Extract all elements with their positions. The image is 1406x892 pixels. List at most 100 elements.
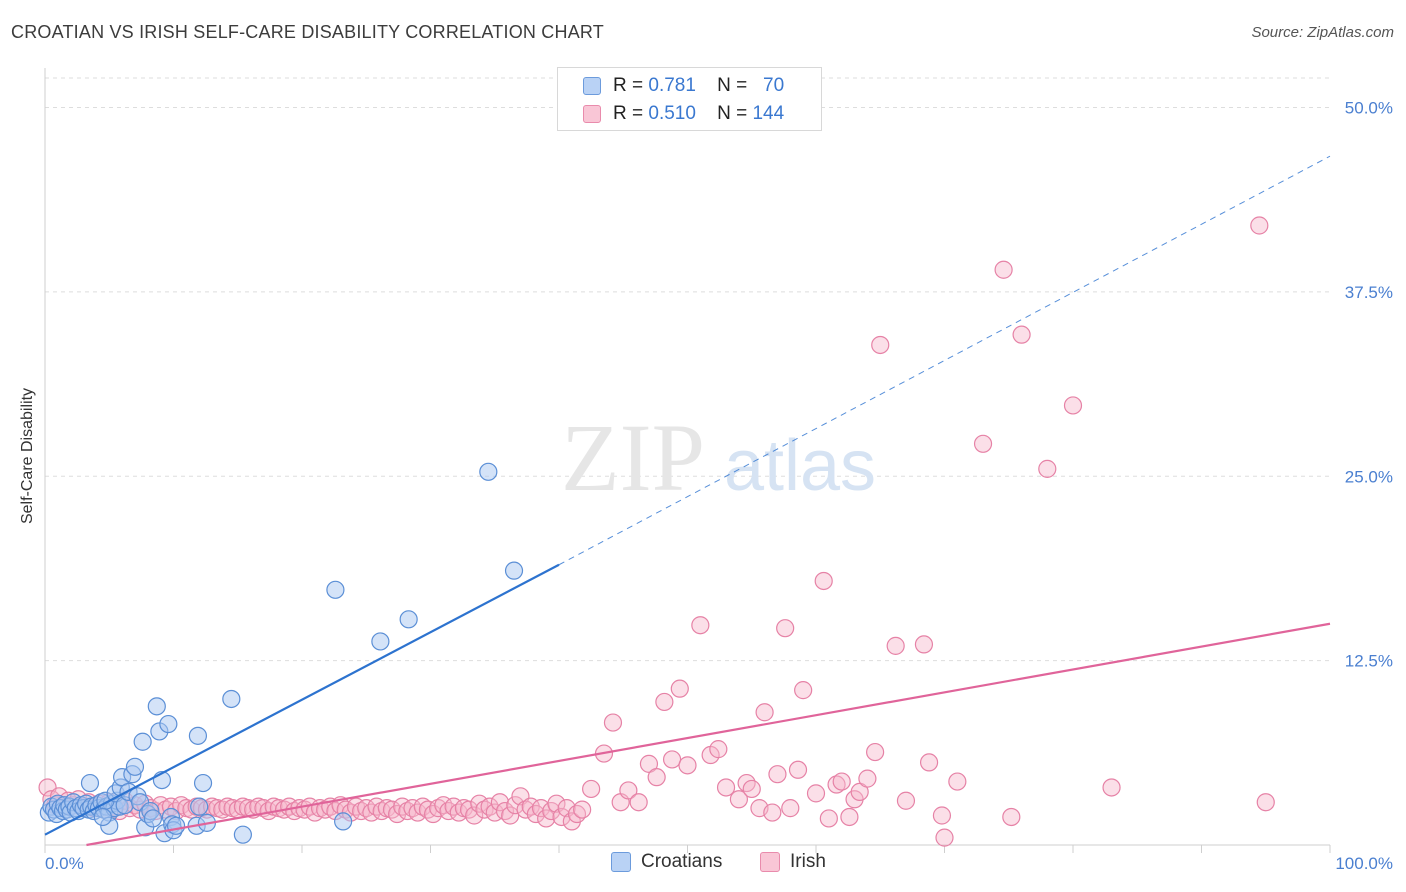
croatians-point bbox=[222, 689, 241, 709]
croatians-trend-extension bbox=[558, 155, 1331, 566]
axes bbox=[44, 68, 1331, 853]
irish-point bbox=[573, 800, 592, 819]
legend-r-value: 0.510 bbox=[648, 103, 696, 124]
irish-swatch bbox=[583, 105, 601, 123]
croatians-point bbox=[399, 610, 418, 629]
irish-point bbox=[655, 692, 674, 712]
croatians-point bbox=[143, 809, 163, 828]
legend-item-irish[interactable]: Irish bbox=[760, 851, 826, 873]
irish-point bbox=[919, 753, 939, 772]
irish-point bbox=[871, 335, 890, 355]
croatians-point bbox=[334, 812, 353, 831]
irish-point bbox=[516, 800, 535, 819]
source-label: Source: ZipAtlas.com bbox=[1251, 24, 1394, 41]
x-tick-label: 100.0% bbox=[1335, 854, 1393, 873]
croatians-point bbox=[371, 632, 390, 651]
grid-lines bbox=[45, 77, 1330, 662]
legend-n-value: 144 bbox=[752, 103, 785, 124]
legend-label-croatians: Croatians bbox=[641, 851, 723, 872]
chart-title: CROATIAN VS IRISH SELF-CARE DISABILITY C… bbox=[11, 22, 604, 42]
irish-point bbox=[1038, 459, 1057, 478]
croatians-points bbox=[39, 462, 524, 844]
irish-point bbox=[886, 636, 905, 655]
croatians-point bbox=[125, 757, 145, 776]
y-tick-label: 37.5% bbox=[1345, 283, 1393, 302]
irish-point bbox=[459, 800, 479, 819]
watermark: ZIP atlas bbox=[561, 404, 876, 511]
y-tick-label: 50.0% bbox=[1345, 99, 1393, 118]
irish-point bbox=[1012, 325, 1031, 344]
irish-point bbox=[858, 769, 877, 788]
irish-point bbox=[776, 619, 795, 638]
irish-point bbox=[768, 765, 787, 784]
irish-point bbox=[629, 793, 648, 812]
irish-point bbox=[619, 781, 638, 800]
legend-label-irish: Irish bbox=[790, 851, 826, 872]
irish-point bbox=[647, 768, 666, 787]
irish-point bbox=[1063, 396, 1083, 415]
irish-point bbox=[935, 828, 954, 847]
irish-point bbox=[465, 806, 484, 825]
croatians-swatch bbox=[611, 852, 631, 872]
stats-legend: R = 0.781 N = 70 R = 0.510 N = 144 bbox=[557, 67, 822, 131]
irish-point bbox=[408, 803, 427, 822]
irish-point bbox=[788, 760, 808, 779]
croatians-point bbox=[159, 714, 178, 734]
irish-point bbox=[948, 772, 967, 791]
watermark-zip: ZIP bbox=[561, 404, 705, 511]
irish-point bbox=[716, 778, 736, 797]
series-legend: Croatians Irish bbox=[0, 851, 1406, 877]
y-tick-label: 25.0% bbox=[1345, 467, 1393, 486]
irish-point bbox=[678, 756, 697, 775]
irish-point bbox=[819, 809, 838, 828]
irish-point bbox=[781, 799, 800, 818]
y-tick-label: 12.5% bbox=[1345, 652, 1393, 671]
legend-n-label: N = bbox=[717, 75, 748, 96]
watermark-atlas: atlas bbox=[724, 426, 876, 506]
croatians-point bbox=[188, 726, 208, 745]
legend-r-value: 0.781 bbox=[648, 75, 696, 96]
irish-point bbox=[729, 790, 749, 809]
irish-point bbox=[973, 434, 993, 453]
irish-point bbox=[526, 804, 545, 824]
irish-point bbox=[763, 803, 782, 822]
irish-point bbox=[662, 750, 682, 769]
irish-point bbox=[413, 797, 432, 816]
irish-point bbox=[1002, 807, 1021, 827]
legend-r-label: R = bbox=[613, 103, 644, 124]
croatians-point bbox=[233, 825, 252, 844]
irish-point bbox=[603, 713, 623, 732]
croatians-trend-line bbox=[44, 563, 560, 836]
irish-point bbox=[691, 616, 710, 635]
irish-point bbox=[755, 703, 774, 722]
irish-point bbox=[172, 796, 191, 815]
croatians-point bbox=[190, 797, 209, 816]
irish-point bbox=[914, 635, 934, 654]
croatians-point bbox=[479, 462, 498, 481]
irish-point bbox=[552, 807, 571, 827]
irish-point bbox=[794, 681, 813, 700]
irish-point bbox=[832, 772, 851, 791]
irish-point bbox=[475, 800, 494, 819]
irish-point bbox=[932, 806, 952, 825]
tick-labels: 12.5% 25.0% 37.5% 50.0% 0.0% 100.0% bbox=[45, 99, 1393, 874]
irish-point bbox=[840, 807, 859, 827]
irish-points bbox=[38, 216, 1275, 847]
irish-point bbox=[429, 799, 448, 818]
croatians-swatch bbox=[583, 77, 601, 95]
legend-row-irish: R = 0.510 N = 144 bbox=[583, 101, 784, 127]
irish-point bbox=[1250, 216, 1269, 235]
croatians-point bbox=[80, 773, 100, 793]
irish-point bbox=[1102, 778, 1121, 797]
croatians-point bbox=[133, 732, 152, 751]
irish-point bbox=[582, 779, 601, 799]
x-tick-label: 0.0% bbox=[45, 854, 84, 873]
irish-point bbox=[742, 779, 761, 799]
trend-lines bbox=[44, 155, 1331, 847]
irish-swatch bbox=[760, 852, 780, 872]
croatians-point bbox=[504, 561, 524, 580]
irish-trend-line bbox=[86, 622, 1331, 847]
legend-item-croatians[interactable]: Croatians bbox=[611, 851, 722, 873]
irish-point bbox=[490, 793, 509, 812]
